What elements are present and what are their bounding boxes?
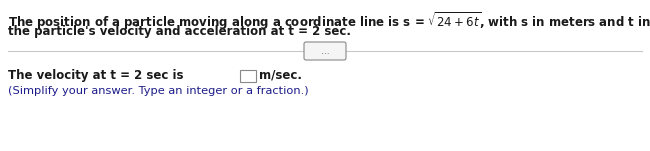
Text: ...: ... xyxy=(320,47,330,56)
Text: The position of a particle moving along a coordinate line is s = $\sqrt{24+6t}$,: The position of a particle moving along … xyxy=(8,10,650,32)
Text: The velocity at t = 2 sec is: The velocity at t = 2 sec is xyxy=(8,69,188,82)
Text: the particle's velocity and acceleration at t = 2 sec.: the particle's velocity and acceleration… xyxy=(8,25,351,38)
Text: m/sec.: m/sec. xyxy=(259,69,302,82)
Bar xyxy=(240,70,255,82)
Text: (Simplify your answer. Type an integer or a fraction.): (Simplify your answer. Type an integer o… xyxy=(8,86,309,96)
FancyBboxPatch shape xyxy=(304,42,346,60)
